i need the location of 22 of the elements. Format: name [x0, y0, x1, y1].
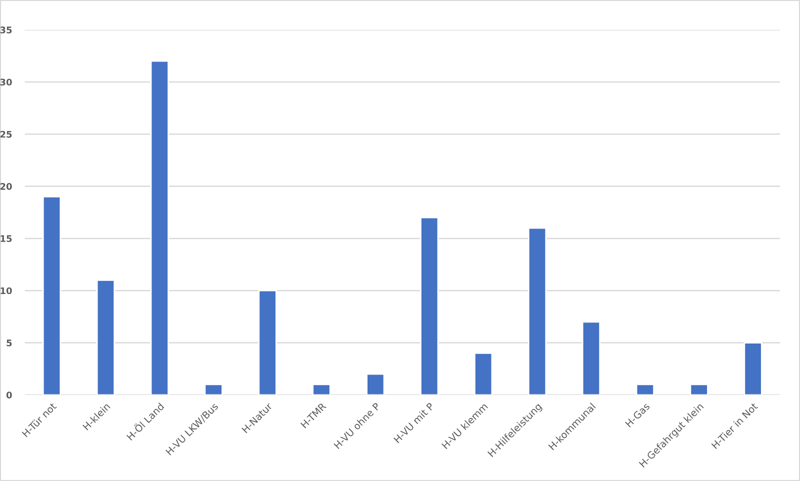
bar [474, 352, 493, 395]
bar [528, 227, 547, 395]
bar [636, 384, 654, 395]
y-tick-label: 20 [0, 183, 12, 190]
bar [366, 373, 385, 395]
y-tick-label: 10 [0, 287, 12, 294]
bar [690, 384, 708, 395]
y-tick-label: 35 [0, 26, 12, 34]
y-tick-label: 30 [0, 78, 12, 86]
bar [150, 60, 169, 395]
y-tick-label: 15 [0, 235, 12, 242]
y-tick-label: 0 [6, 392, 12, 398]
bar [420, 216, 439, 395]
bar [204, 384, 223, 395]
bar [96, 279, 116, 395]
bar [258, 290, 277, 395]
bar [744, 342, 762, 395]
bar [312, 384, 331, 395]
bar [582, 321, 601, 395]
y-tick-label: 5 [6, 340, 12, 346]
bar [42, 196, 62, 395]
y-tick-label: 25 [0, 130, 12, 138]
